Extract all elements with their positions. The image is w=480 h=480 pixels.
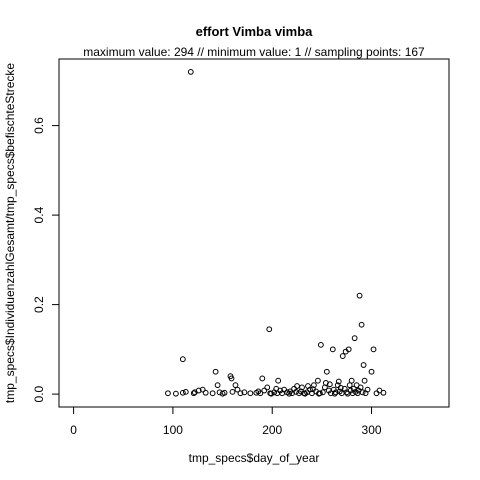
data-point	[276, 378, 281, 383]
data-point	[362, 378, 367, 383]
data-point	[349, 378, 354, 383]
data-point	[166, 391, 171, 396]
y-tick-label: 0.4	[32, 206, 46, 223]
data-point	[173, 391, 178, 396]
data-point	[210, 391, 215, 396]
data-point	[180, 357, 185, 362]
data-point	[318, 342, 323, 347]
data-point	[295, 384, 300, 389]
x-tick-label: 0	[70, 423, 77, 437]
data-point	[215, 383, 220, 388]
y-tick-label: 0.6	[32, 117, 46, 134]
data-point	[248, 391, 253, 396]
data-point	[265, 385, 270, 390]
data-point	[374, 391, 379, 396]
x-axis-label: tmp_specs$day_of_year	[189, 451, 320, 465]
data-point	[361, 363, 366, 368]
plot-frame	[59, 59, 449, 407]
data-point	[369, 369, 374, 374]
data-point	[357, 293, 362, 298]
x-tick-label: 300	[362, 423, 382, 437]
y-tick-label: 0.2	[32, 296, 46, 313]
y-axis: 0.0 0.2 0.4 0.6	[32, 117, 59, 403]
data-point	[330, 347, 335, 352]
data-point	[316, 378, 321, 383]
x-axis: 0 100 200 300	[70, 407, 382, 437]
data-point	[324, 369, 329, 374]
data-point	[345, 391, 350, 396]
chart-subtitle: maximum value: 294 // minimum value: 1 /…	[83, 45, 425, 59]
data-point	[267, 327, 272, 332]
x-tick-label: 100	[163, 423, 183, 437]
data-point	[260, 376, 265, 381]
chart-title: effort Vimba vimba	[196, 24, 314, 39]
data-point	[371, 347, 376, 352]
x-tick-label: 200	[262, 423, 282, 437]
data-point	[203, 390, 208, 395]
data-point	[188, 69, 193, 74]
data-point	[381, 390, 386, 395]
data-point	[359, 322, 364, 327]
data-point	[213, 369, 218, 374]
data-point	[217, 390, 222, 395]
y-axis-label: tmp_specs$IndividuenzahlGesamt/tmp_specs…	[3, 63, 17, 404]
data-point	[340, 354, 345, 359]
data-points	[166, 69, 386, 396]
y-tick-label: 0.0	[32, 385, 46, 402]
data-point	[352, 336, 357, 341]
data-point	[183, 389, 188, 394]
data-point	[230, 389, 235, 394]
